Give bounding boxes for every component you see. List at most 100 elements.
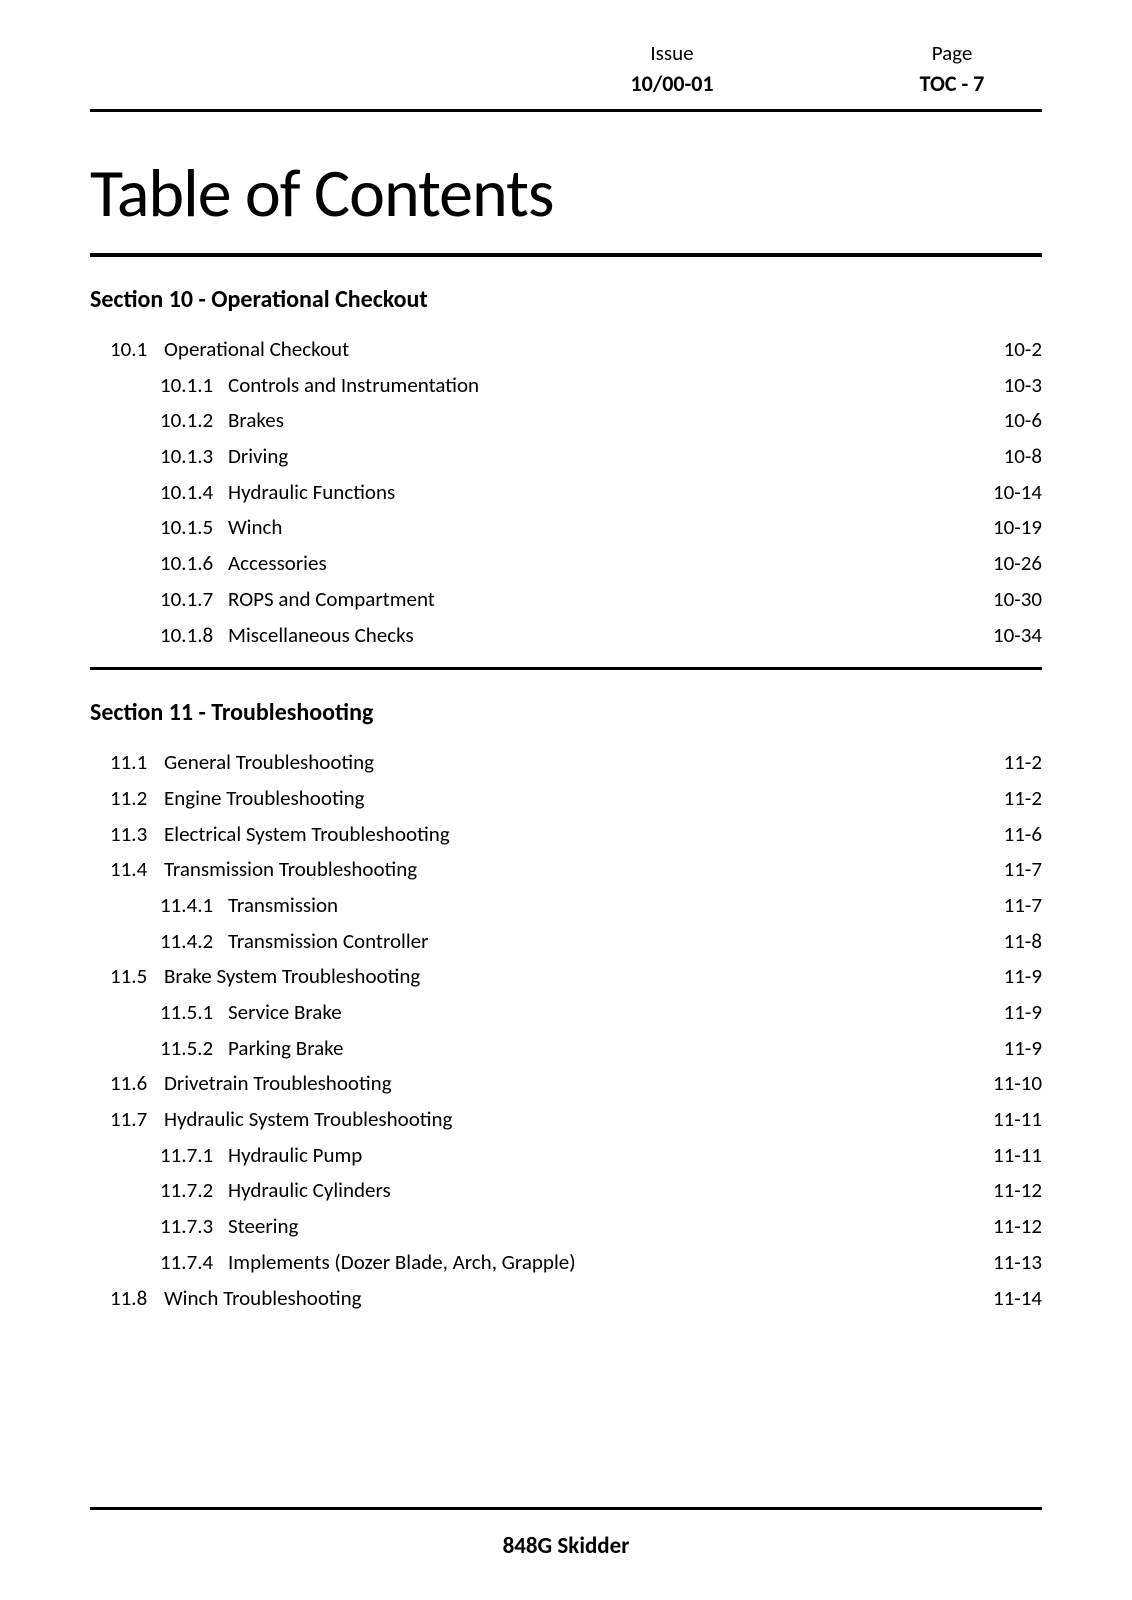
toc-entry: 11.1General Troubleshooting 11-2 — [90, 745, 1042, 781]
toc-entry-label: 11.3 Electrical System Troubleshooting — [110, 817, 450, 853]
toc-entry-text: Brake System Troubleshooting — [164, 959, 420, 995]
toc-entry: 10.1.8Miscellaneous Checks10-34 — [90, 618, 1042, 654]
toc-entry-label: 10.1.8Miscellaneous Checks — [160, 618, 414, 654]
toc-entry-label: 10.1.3Driving — [160, 439, 288, 475]
toc-entry: 11.7Hydraulic System Troubleshooting11-1… — [90, 1102, 1042, 1138]
toc-entry-page: 11-10 — [962, 1066, 1042, 1102]
toc-entry-label: 10.1Operational Checkout — [110, 332, 349, 368]
toc-entry-text: Winch — [228, 510, 282, 546]
toc-entry-number: 11.7.3 — [160, 1209, 218, 1245]
toc-entry: 11.5.1 Service Brake 11-9 — [90, 995, 1042, 1031]
toc-entry-page: 11-11 — [962, 1102, 1042, 1138]
toc-entry-number: 10.1.3 — [160, 439, 218, 475]
toc-entry-label: 10.1.2 Brakes — [160, 403, 284, 439]
toc-entry-number: 11.7.1 — [160, 1138, 218, 1174]
toc-entry-page: 11-11 — [962, 1138, 1042, 1174]
toc-list: 10.1Operational Checkout10-210.1.1Contro… — [90, 332, 1042, 653]
toc-entry-text: Hydraulic Cylinders — [228, 1173, 391, 1209]
toc-entry-text: General Troubleshooting — [164, 745, 374, 781]
toc-entry-number: 11.5.2 — [160, 1031, 218, 1067]
toc-entry-text: Controls and Instrumentation — [228, 368, 479, 404]
header-rule — [90, 109, 1042, 112]
toc-entry-label: 11.1General Troubleshooting — [110, 745, 374, 781]
toc-entry-page: 11-6 — [962, 817, 1042, 853]
toc-entry-number: 11.3 — [110, 817, 154, 853]
toc-entry-page: 10-8 — [962, 439, 1042, 475]
toc-entry-label: 11.5.2 Parking Brake — [160, 1031, 344, 1067]
toc-entry-number: 11.4.2 — [160, 924, 218, 960]
toc-entry-page: 10-3 — [962, 368, 1042, 404]
toc-entry-label: 11.4.2 Transmission Controller — [160, 924, 428, 960]
toc-entry: 10.1.3Driving 10-8 — [90, 439, 1042, 475]
toc-entry-label: 10.1.7ROPS and Compartment — [160, 582, 435, 618]
toc-entry-text: Brakes — [228, 403, 284, 439]
page-title: Table of Contents — [90, 152, 1042, 235]
toc-entry-label: 11.4Transmission Troubleshooting — [110, 852, 417, 888]
toc-entry-number: 11.5 — [110, 959, 154, 995]
toc-entry-text: Drivetrain Troubleshooting — [164, 1066, 392, 1102]
toc-entry-page: 11-7 — [962, 852, 1042, 888]
toc-entry-text: ROPS and Compartment — [228, 582, 435, 618]
toc-entry-page: 10-6 — [962, 403, 1042, 439]
title-rule — [90, 253, 1042, 257]
toc-entry-text: Transmission Controller — [228, 924, 428, 960]
toc-entry-label: 11.7.1 Hydraulic Pump — [160, 1138, 362, 1174]
toc-entry: 11.6 Drivetrain Troubleshooting 11-10 — [90, 1066, 1042, 1102]
toc-entry: 11.2Engine Troubleshooting11-2 — [90, 781, 1042, 817]
toc-entry-text: Service Brake — [228, 995, 342, 1031]
toc-entry-text: Miscellaneous Checks — [228, 618, 414, 654]
toc-entry-number: 11.4 — [110, 852, 154, 888]
toc-entry-text: Winch Troubleshooting — [164, 1281, 362, 1317]
toc-list: 11.1General Troubleshooting 11-211.2Engin… — [90, 745, 1042, 1316]
toc-entry-text: Hydraulic Pump — [228, 1138, 362, 1174]
toc-entry-page: 10-14 — [962, 475, 1042, 511]
toc-entry-page: 11-2 — [962, 781, 1042, 817]
toc-entry-text: Implements (Dozer Blade, Arch, Grapple) — [228, 1245, 576, 1281]
toc-entry-text: Parking Brake — [228, 1031, 344, 1067]
toc-entry: 11.3 Electrical System Troubleshooting 11-… — [90, 817, 1042, 853]
toc-entry-number: 10.1.5 — [160, 510, 218, 546]
toc-entry: 10.1.2 Brakes 10-6 — [90, 403, 1042, 439]
toc-entry-number: 10.1.2 — [160, 403, 218, 439]
page-column: Page TOC - 7 — [902, 40, 1002, 97]
toc-entry: 11.5.2 Parking Brake 11-9 — [90, 1031, 1042, 1067]
toc-entry-number: 11.2 — [110, 781, 154, 817]
toc-entry-text: Transmission — [228, 888, 338, 924]
toc-entry-number: 11.6 — [110, 1066, 154, 1102]
toc-entry-page: 11-9 — [962, 995, 1042, 1031]
issue-label: Issue — [622, 40, 722, 66]
footer-rule — [90, 1507, 1042, 1510]
toc-entry-page: 11-9 — [962, 959, 1042, 995]
toc-entry-page: 11-2 — [962, 745, 1042, 781]
toc-entry: 11.4.1Transmission11-7 — [90, 888, 1042, 924]
toc-entry-number: 11.7.4 — [160, 1245, 218, 1281]
toc-entry: 10.1.5Winch10-19 — [90, 510, 1042, 546]
toc-entry-page: 11-14 — [962, 1281, 1042, 1317]
toc-entry: 10.1Operational Checkout10-2 — [90, 332, 1042, 368]
section-divider — [90, 667, 1042, 670]
section-heading: Section 11 - Troubleshooting — [90, 698, 1042, 727]
issue-column: Issue 10/00-01 — [622, 40, 722, 97]
toc-entry: 11.7.4 Implements (Dozer Blade, Arch, Gra… — [90, 1245, 1042, 1281]
toc-entry-text: Electrical System Troubleshooting — [164, 817, 450, 853]
toc-entry-number: 10.1.6 — [160, 546, 218, 582]
toc-entry: 11.4.2Transmission Controller11-8 — [90, 924, 1042, 960]
toc-entry: 10.1.7ROPS and Compartment10-30 — [90, 582, 1042, 618]
page-footer: 848G Skidder — [90, 1507, 1042, 1560]
toc-entry-page: 11-9 — [962, 1031, 1042, 1067]
toc-entry-page: 11-12 — [962, 1173, 1042, 1209]
toc-entry: 11.5 Brake System Troubleshooting 11-9 — [90, 959, 1042, 995]
toc-entry-label: 11.6 Drivetrain Troubleshooting — [110, 1066, 392, 1102]
toc-entry-text: Operational Checkout — [164, 332, 349, 368]
toc-entry-label: 10.1.4Hydraulic Functions — [160, 475, 395, 511]
toc-sections: Section 10 - Operational Checkout10.1Ope… — [90, 285, 1042, 1316]
toc-entry-text: Hydraulic System Troubleshooting — [164, 1102, 452, 1138]
toc-entry-label: 11.4.1 Transmission — [160, 888, 338, 924]
toc-entry-text: Accessories — [228, 546, 327, 582]
toc-entry-number: 11.5.1 — [160, 995, 218, 1031]
toc-entry-label: 11.8Winch Troubleshooting — [110, 1281, 362, 1317]
toc-entry-page: 11-12 — [962, 1209, 1042, 1245]
page-label: Page — [902, 40, 1002, 66]
toc-entry-number: 11.4.1 — [160, 888, 218, 924]
toc-entry: 11.7.1 Hydraulic Pump 11-11 — [90, 1138, 1042, 1174]
